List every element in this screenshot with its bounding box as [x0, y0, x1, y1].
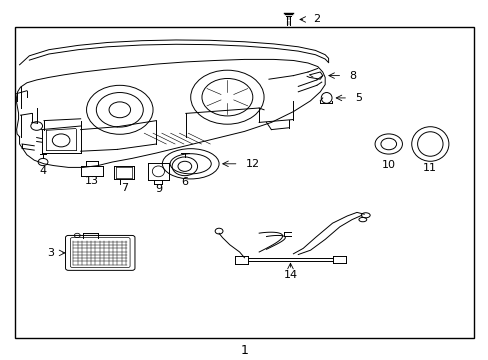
Text: 5: 5 — [354, 93, 361, 103]
Text: 7: 7 — [121, 183, 127, 193]
Text: 13: 13 — [84, 176, 98, 186]
Text: 9: 9 — [155, 184, 162, 194]
Text: 8: 8 — [348, 71, 356, 81]
Text: 14: 14 — [283, 270, 297, 280]
Text: 3: 3 — [47, 248, 54, 258]
Text: 12: 12 — [245, 159, 260, 169]
Text: 11: 11 — [423, 163, 436, 173]
Text: 1: 1 — [240, 345, 248, 357]
Text: 10: 10 — [381, 160, 395, 170]
Text: 4: 4 — [40, 166, 46, 176]
Text: 2: 2 — [312, 14, 320, 24]
Bar — [15, 27, 473, 338]
Text: 6: 6 — [181, 177, 188, 187]
